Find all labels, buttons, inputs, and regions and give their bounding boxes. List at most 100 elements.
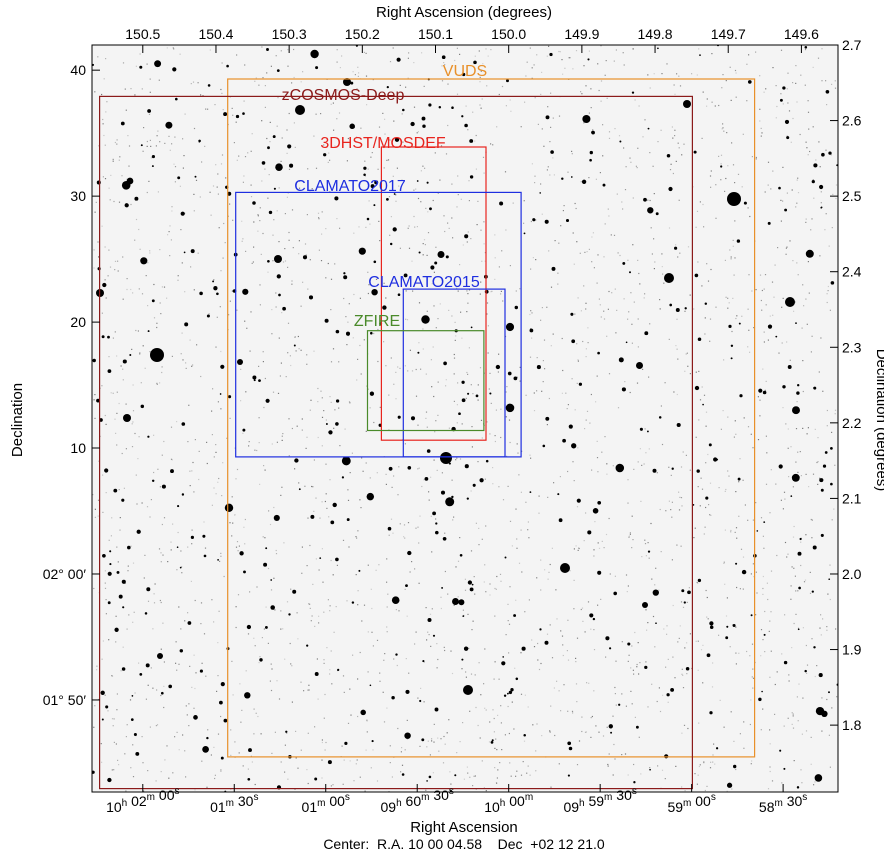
star (819, 478, 824, 483)
noise-speck (230, 754, 232, 756)
star (797, 628, 800, 631)
noise-speck (831, 519, 833, 521)
noise-speck (231, 107, 233, 109)
noise-speck (357, 715, 359, 718)
noise-speck (409, 571, 411, 573)
noise-speck (671, 516, 673, 518)
noise-speck (610, 234, 612, 236)
noise-speck (636, 382, 639, 384)
noise-speck (205, 108, 207, 110)
left-tick-label: 30 (70, 188, 86, 204)
noise-speck (635, 165, 637, 167)
noise-speck (433, 395, 435, 398)
noise-speck (829, 766, 831, 768)
star (276, 69, 280, 72)
noise-speck (802, 427, 804, 429)
survey-box-3dhst-mosdef (380, 146, 487, 441)
star (587, 58, 590, 61)
noise-speck (478, 544, 480, 546)
star (370, 184, 375, 189)
star (151, 155, 155, 159)
star (187, 621, 192, 625)
noise-speck (654, 646, 656, 648)
noise-speck (222, 257, 224, 259)
noise-speck (406, 319, 409, 321)
bright-star (463, 685, 473, 695)
noise-speck (217, 193, 219, 195)
star (335, 422, 339, 426)
noise-speck (386, 631, 388, 633)
noise-speck (106, 101, 108, 103)
noise-speck (827, 593, 829, 595)
noise-speck (117, 759, 119, 761)
noise-speck (125, 790, 127, 792)
noise-speck (762, 587, 764, 590)
noise-speck (705, 425, 707, 427)
noise-speck (159, 382, 161, 384)
star (228, 395, 232, 399)
star (266, 48, 269, 51)
noise-speck (338, 407, 340, 409)
noise-speck (166, 47, 168, 49)
noise-speck (725, 488, 727, 491)
noise-speck (687, 365, 689, 367)
noise-speck (353, 293, 355, 296)
noise-speck (288, 239, 290, 241)
star (709, 711, 713, 715)
noise-speck (364, 175, 366, 177)
noise-speck (695, 640, 697, 642)
noise-speck (709, 318, 712, 320)
noise-speck (485, 591, 487, 593)
noise-speck (313, 510, 315, 512)
noise-speck (632, 197, 634, 199)
noise-speck (516, 770, 518, 772)
noise-speck (747, 308, 749, 310)
noise-speck (159, 486, 161, 488)
noise-speck (216, 316, 218, 318)
noise-speck (729, 249, 731, 251)
star (490, 741, 494, 744)
noise-speck (231, 290, 233, 292)
noise-speck (395, 609, 397, 611)
noise-speck (263, 406, 265, 409)
noise-speck (121, 175, 123, 177)
noise-speck (270, 589, 273, 591)
noise-speck (668, 338, 670, 340)
noise-speck (724, 259, 726, 261)
noise-speck (254, 80, 256, 82)
noise-speck (135, 474, 137, 476)
noise-speck (225, 177, 227, 179)
noise-speck (762, 575, 764, 578)
noise-speck (404, 749, 406, 751)
noise-speck (135, 65, 137, 67)
noise-speck (427, 211, 429, 213)
noise-speck (561, 635, 564, 637)
noise-speck (301, 572, 303, 574)
noise-speck (101, 312, 103, 314)
star (551, 266, 556, 271)
noise-speck (747, 346, 749, 348)
noise-speck (259, 207, 261, 209)
noise-speck (630, 292, 632, 294)
star (350, 81, 354, 85)
noise-speck (561, 337, 563, 340)
noise-speck (813, 197, 815, 199)
noise-speck (656, 700, 658, 703)
noise-speck (755, 156, 757, 159)
noise-speck (628, 536, 630, 538)
noise-speck (108, 639, 110, 641)
noise-speck (686, 601, 688, 603)
noise-speck (580, 91, 582, 93)
noise-speck (253, 246, 255, 248)
noise-speck (465, 671, 467, 673)
star (536, 365, 541, 370)
noise-speck (223, 575, 225, 578)
star (694, 385, 700, 391)
noise-speck (281, 486, 283, 488)
noise-speck (112, 392, 114, 394)
noise-speck (572, 461, 574, 463)
noise-speck (301, 418, 303, 420)
noise-speck (462, 244, 464, 246)
noise-speck (753, 576, 755, 578)
noise-speck (520, 126, 522, 128)
